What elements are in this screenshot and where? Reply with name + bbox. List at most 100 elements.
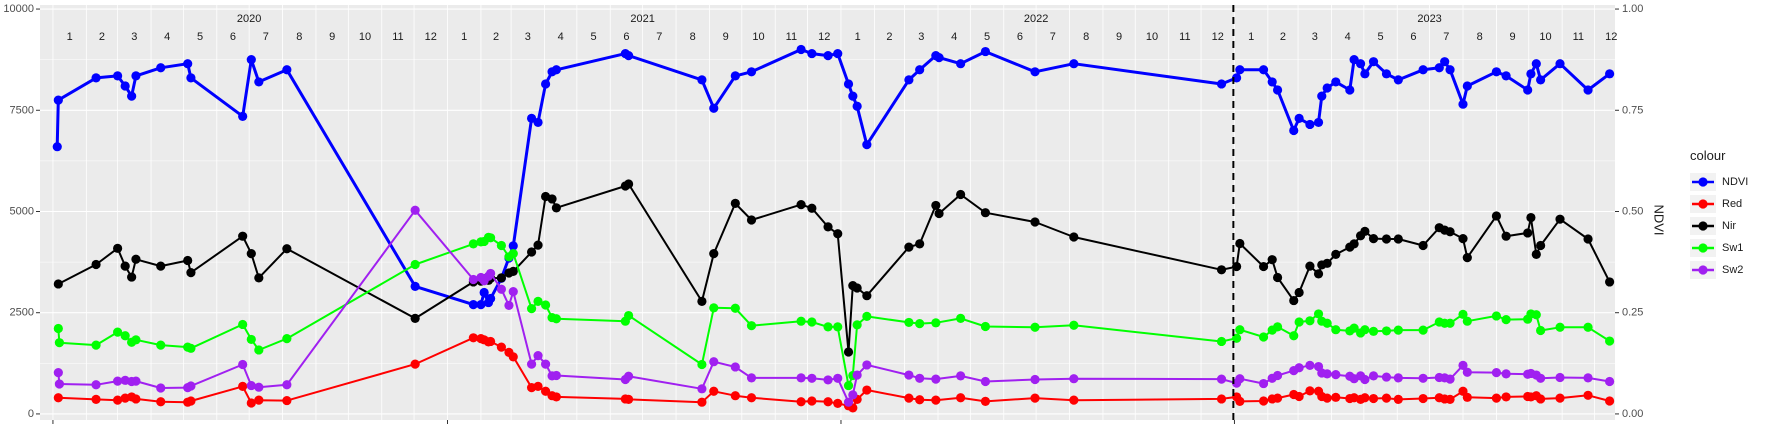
data-point-sw1 bbox=[956, 313, 966, 323]
month-label: 2 bbox=[1280, 31, 1286, 43]
data-point-sw1 bbox=[131, 335, 141, 345]
data-point-nir bbox=[931, 200, 941, 211]
data-point-sw2 bbox=[709, 357, 719, 367]
data-point-red bbox=[1393, 394, 1403, 404]
data-point-ndvi bbox=[1360, 69, 1370, 79]
data-point-nir bbox=[1418, 240, 1428, 251]
data-point-ndvi bbox=[1331, 77, 1341, 87]
data-point-nir bbox=[709, 248, 719, 259]
y2-tick-label: 1.00 bbox=[1622, 3, 1643, 15]
data-point-red bbox=[1069, 395, 1079, 405]
data-point-ndvi bbox=[1526, 69, 1536, 79]
data-point-sw2 bbox=[980, 376, 991, 387]
data-point-red bbox=[410, 359, 420, 369]
data-point-ndvi bbox=[120, 81, 130, 91]
data-point-red bbox=[282, 395, 292, 406]
data-point-nir bbox=[551, 203, 561, 213]
data-point-red bbox=[156, 397, 166, 407]
data-point-sw1 bbox=[1360, 325, 1370, 335]
series-sw1 bbox=[53, 232, 1615, 391]
data-point-red bbox=[1030, 393, 1040, 403]
data-point-sw2 bbox=[1583, 373, 1593, 383]
data-point-sw2 bbox=[410, 205, 420, 215]
data-point-ndvi bbox=[862, 140, 872, 150]
data-point-sw2 bbox=[504, 300, 514, 311]
data-point-red bbox=[1445, 394, 1455, 404]
data-point-nir bbox=[1232, 261, 1242, 272]
data-point-sw2 bbox=[1216, 374, 1227, 384]
data-point-sw2 bbox=[1272, 370, 1283, 381]
data-point-ndvi bbox=[848, 91, 858, 101]
data-point-ndvi bbox=[980, 46, 991, 57]
data-point-sw2 bbox=[1381, 372, 1392, 382]
data-point-nir bbox=[1313, 269, 1324, 279]
data-point-ndvi bbox=[53, 95, 63, 105]
data-point-nir bbox=[1491, 211, 1502, 221]
data-point-sw1 bbox=[540, 300, 551, 310]
data-point-red bbox=[1381, 393, 1392, 403]
data-point-red bbox=[1216, 394, 1227, 404]
data-point-nir bbox=[1294, 287, 1304, 298]
data-point-red bbox=[496, 342, 506, 352]
month-label: 12 bbox=[1605, 31, 1617, 43]
data-point-ndvi bbox=[1555, 59, 1565, 69]
data-point-ndvi bbox=[1393, 75, 1403, 85]
legend-label-sw1: Sw1 bbox=[1722, 242, 1743, 254]
data-point-ndvi bbox=[282, 65, 292, 75]
data-point-red bbox=[238, 381, 248, 391]
data-point-sw2 bbox=[1235, 374, 1245, 384]
data-point-red bbox=[823, 397, 833, 407]
data-point-sw1 bbox=[186, 343, 196, 353]
data-point-ndvi bbox=[852, 101, 862, 111]
data-point-sw2 bbox=[1294, 363, 1304, 373]
data-point-sw1 bbox=[526, 304, 537, 314]
month-label: 7 bbox=[1050, 31, 1056, 43]
data-point-sw2 bbox=[931, 374, 941, 384]
data-point-ndvi bbox=[1501, 71, 1511, 81]
data-point-ndvi bbox=[1322, 83, 1332, 93]
data-point-sw2 bbox=[796, 373, 806, 383]
month-label: 10 bbox=[1146, 31, 1158, 43]
data-point-sw2 bbox=[862, 360, 872, 370]
data-point-sw2 bbox=[113, 376, 123, 386]
data-point-red bbox=[540, 386, 551, 396]
data-point-red bbox=[980, 396, 991, 406]
year-label: 2020 bbox=[237, 13, 261, 25]
y2-tick-label: 0.75 bbox=[1622, 104, 1643, 116]
data-point-nir bbox=[183, 255, 193, 266]
data-point-red bbox=[1331, 392, 1341, 402]
year-labels: 2020 2021 2022 2023 bbox=[237, 13, 1442, 25]
data-point-nir bbox=[1526, 212, 1536, 223]
data-point-ndvi bbox=[833, 48, 843, 59]
data-point-nir bbox=[904, 242, 914, 252]
data-point-sw1 bbox=[1216, 336, 1227, 347]
data-point-sw2 bbox=[508, 287, 518, 297]
data-point-sw2 bbox=[238, 359, 248, 370]
data-point-sw2 bbox=[1491, 368, 1502, 378]
data-point-sw2 bbox=[904, 370, 914, 380]
series-red bbox=[53, 333, 1615, 413]
data-point-sw2 bbox=[730, 362, 740, 372]
month-label: 6 bbox=[623, 31, 629, 43]
data-point-sw2 bbox=[254, 382, 264, 392]
month-label: 9 bbox=[723, 31, 729, 43]
data-point-sw1 bbox=[1491, 311, 1502, 321]
month-label: 3 bbox=[525, 31, 531, 43]
legend-label-nir: Nir bbox=[1722, 220, 1736, 232]
data-point-sw2 bbox=[1555, 372, 1565, 383]
data-point-nir bbox=[1331, 249, 1341, 260]
data-point-ndvi bbox=[730, 71, 740, 81]
data-point-nir bbox=[156, 261, 166, 271]
data-point-sw1 bbox=[1555, 322, 1565, 332]
data-point-nir bbox=[1235, 238, 1245, 249]
data-point-nir bbox=[1267, 255, 1277, 265]
data-point-sw1 bbox=[1349, 323, 1359, 333]
data-point-red bbox=[796, 397, 806, 407]
data-point-red bbox=[833, 398, 843, 408]
month-label: 10 bbox=[359, 31, 371, 43]
month-label: 8 bbox=[1477, 31, 1483, 43]
data-point-red bbox=[1322, 393, 1332, 403]
data-point-ndvi bbox=[934, 53, 944, 63]
data-point-sw2 bbox=[624, 371, 634, 381]
